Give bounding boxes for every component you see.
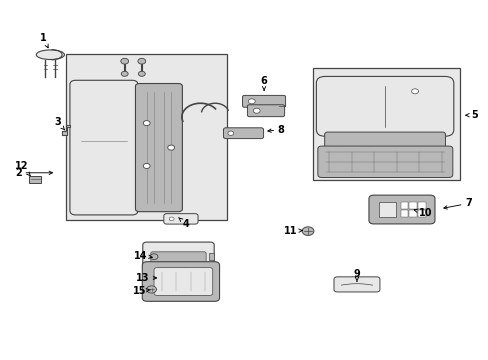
Bar (408, 210, 416, 217)
Circle shape (253, 108, 260, 113)
FancyBboxPatch shape (324, 132, 445, 151)
Bar (400, 210, 407, 217)
Text: 12: 12 (15, 161, 30, 176)
Circle shape (143, 121, 150, 126)
Bar (378, 202, 395, 217)
FancyBboxPatch shape (247, 105, 284, 117)
Bar (66, 54, 227, 220)
FancyBboxPatch shape (163, 213, 198, 224)
Circle shape (146, 286, 156, 293)
Circle shape (138, 71, 145, 76)
Text: 4: 4 (178, 217, 189, 229)
FancyBboxPatch shape (135, 84, 182, 212)
FancyBboxPatch shape (333, 277, 379, 292)
FancyBboxPatch shape (142, 242, 214, 271)
Bar (208, 253, 213, 260)
Circle shape (138, 58, 145, 64)
Text: 13: 13 (136, 273, 156, 283)
Circle shape (143, 163, 150, 168)
Bar (400, 202, 407, 209)
Text: 11: 11 (284, 226, 302, 236)
FancyBboxPatch shape (154, 268, 212, 295)
Text: 2: 2 (15, 168, 52, 178)
Text: 10: 10 (413, 208, 431, 218)
Text: 15: 15 (132, 286, 150, 296)
Circle shape (248, 99, 255, 104)
Bar (417, 202, 425, 209)
Circle shape (227, 131, 233, 135)
Circle shape (121, 71, 128, 76)
Text: 9: 9 (353, 269, 360, 282)
Bar (312, 68, 459, 180)
FancyBboxPatch shape (142, 262, 219, 301)
Polygon shape (61, 125, 70, 135)
Text: 6: 6 (260, 76, 267, 90)
Bar (408, 202, 416, 209)
FancyBboxPatch shape (242, 95, 285, 107)
Bar (29, 176, 41, 183)
Bar (417, 210, 425, 217)
FancyBboxPatch shape (316, 76, 453, 136)
FancyBboxPatch shape (150, 252, 205, 264)
Text: 7: 7 (443, 198, 471, 209)
Circle shape (169, 217, 174, 221)
Text: 1: 1 (40, 33, 48, 48)
Circle shape (302, 227, 313, 235)
Text: 5: 5 (465, 110, 477, 120)
Text: 14: 14 (134, 251, 152, 261)
FancyBboxPatch shape (368, 195, 434, 224)
FancyBboxPatch shape (70, 80, 138, 215)
FancyBboxPatch shape (317, 146, 452, 177)
Circle shape (121, 58, 128, 64)
Circle shape (411, 89, 418, 94)
Circle shape (150, 254, 158, 260)
Text: 8: 8 (267, 125, 284, 135)
FancyBboxPatch shape (223, 128, 263, 139)
Text: 3: 3 (54, 117, 65, 130)
Circle shape (167, 145, 174, 150)
Ellipse shape (36, 50, 64, 59)
